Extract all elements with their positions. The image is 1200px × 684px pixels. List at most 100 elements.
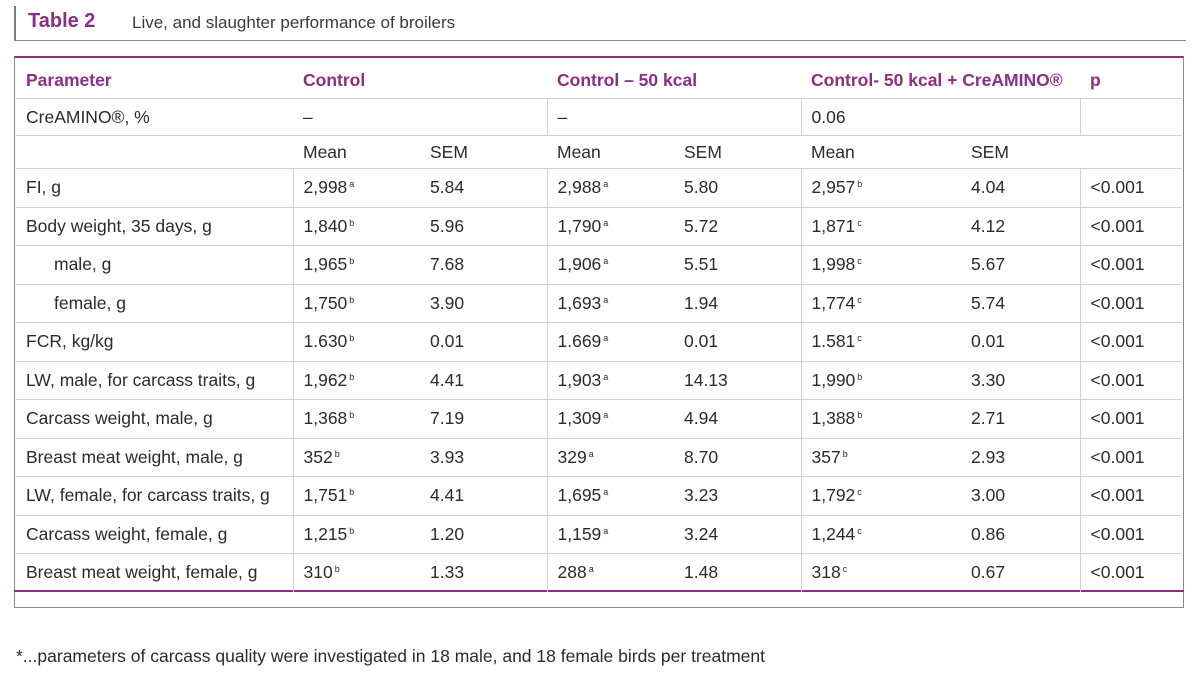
cell-sem: 5.96 [420, 206, 547, 246]
cell-sem: 7.19 [420, 399, 547, 438]
sem-value: 3.90 [430, 292, 465, 313]
significance-letter: a [603, 256, 609, 267]
cell-sem: 0.86 [961, 514, 1081, 554]
mean-value: 288 [557, 562, 587, 583]
row-label: FCR, kg/kg [16, 322, 293, 361]
header-control-50-creamino: Control- 50 kcal + CreAMINO® [811, 69, 1063, 90]
sem-value: 0.01 [971, 331, 1006, 352]
subheader-empty [1080, 136, 1182, 169]
table-row: FCR, kg/kg 1.630 b 0.01 1.669 a 0.01 1.581 c 0.01… [16, 322, 1183, 361]
cell-mean: 1,388 b [800, 399, 961, 438]
cell-mean: 2,988 a [546, 168, 674, 207]
cell-sem: 5.80 [674, 168, 801, 207]
table-row: LW, female, for carcass traits, g 1,751 b 4… [16, 476, 1183, 515]
cell-sem: 7.68 [420, 245, 547, 284]
sem-value: 4.41 [430, 369, 465, 390]
mean-value: 357 [811, 446, 841, 467]
sem-value: 7.19 [430, 408, 465, 429]
sem-value: 1.33 [430, 562, 465, 583]
cell-mean: 1.581 c [800, 322, 961, 361]
table-row: Body weight, 35 days, g 1,840 b 5.96 1,790 a 5… [16, 206, 1183, 246]
sem-value: 4.12 [971, 215, 1006, 236]
table-row: Carcass weight, female, g 1,215 b 1.20 1,159… [16, 514, 1183, 554]
cell-p-value: <0.001 [1079, 399, 1183, 438]
significance-letter: a [603, 294, 609, 305]
table-number: Table 2 [28, 10, 96, 32]
creamino-control-50-creamino: 0.06 [801, 98, 1081, 136]
sem-value: 3.23 [684, 485, 719, 506]
mean-value: 1,840 [303, 215, 348, 236]
sem-value: 4.94 [684, 408, 719, 429]
cell-sem: 0.01 [420, 322, 547, 361]
significance-letter: c [857, 487, 862, 498]
sem-value: 0.67 [971, 562, 1006, 583]
cell-mean: 1,906 a [546, 245, 674, 284]
cell-mean: 318 c [800, 553, 961, 592]
header-control-50: Control – 50 kcal [557, 69, 698, 90]
mean-value: 1,962 [303, 369, 348, 390]
cell-p-value: <0.001 [1079, 322, 1183, 361]
significance-letter: a [603, 179, 609, 190]
cell-mean: 1,774 c [800, 283, 961, 323]
significance-letter: a [603, 333, 609, 344]
significance-letter: c [857, 333, 862, 344]
row-label: Breast meat weight, male, g [16, 437, 293, 477]
cell-mean: 1,695 a [546, 476, 674, 515]
cell-sem: 1.48 [674, 553, 801, 592]
table-row: LW, male, for carcass traits, g 1,962 b 4.4… [16, 360, 1183, 400]
cell-sem: 5.67 [961, 245, 1081, 284]
mean-value: 1,990 [811, 369, 856, 390]
sem-value: 1.94 [684, 292, 719, 313]
row-label: Body weight, 35 days, g [16, 206, 293, 246]
mean-value: 318 [811, 562, 841, 583]
cell-mean: 1,159 a [546, 514, 674, 554]
cell-mean: 2,998 a [292, 168, 420, 207]
significance-letter: c [857, 256, 862, 267]
cell-mean: 1,998 c [800, 245, 961, 284]
cell-sem: 3.90 [420, 283, 547, 323]
cell-sem: 4.04 [961, 168, 1081, 207]
cell-sem: 4.41 [420, 360, 547, 400]
subheader-empty [16, 136, 293, 169]
mean-value: 1,695 [557, 485, 602, 506]
significance-letter: c [857, 217, 862, 228]
cell-sem: 3.23 [674, 476, 801, 515]
cell-mean: 1,792 c [800, 476, 961, 515]
mean-value: 2,988 [557, 177, 602, 198]
row-label: Carcass weight, female, g [16, 514, 293, 554]
significance-letter: a [603, 371, 609, 382]
cell-mean: 1,368 b [292, 399, 420, 438]
sem-value: 0.01 [430, 331, 465, 352]
table-row: Breast meat weight, male, g 352 b 3.93 329 a 8… [16, 437, 1183, 477]
row-label: Carcass weight, male, g [16, 399, 293, 438]
sem-value: 0.86 [971, 523, 1006, 544]
table-row: Carcass weight, male, g 1,368 b 7.19 1,309 a 4… [16, 399, 1183, 438]
creamino-control-50: – [547, 98, 802, 136]
mean-value: 1,906 [557, 254, 602, 275]
mean-value: 2,957 [811, 177, 856, 198]
sem-value: 7.68 [430, 254, 465, 275]
sem-value: 5.51 [684, 254, 719, 275]
mean-value: 1,368 [303, 408, 348, 429]
table-frame [14, 56, 1184, 608]
cell-p-value: <0.001 [1079, 553, 1183, 592]
mean-value: 1,792 [811, 485, 856, 506]
subheader-row: Mean SEM Mean SEM Mean SEM [16, 136, 1182, 169]
significance-letter: b [349, 333, 355, 344]
cell-sem: 2.71 [961, 399, 1081, 438]
cell-p-value: <0.001 [1079, 437, 1183, 477]
mean-value: 1,965 [303, 254, 348, 275]
cell-mean: 1,903 a [546, 360, 674, 400]
cell-sem: 3.30 [961, 360, 1081, 400]
sem-value: 8.70 [684, 446, 719, 467]
significance-letter: a [603, 410, 609, 421]
cell-mean: 329 a [546, 437, 674, 477]
mean-value: 2,998 [303, 177, 348, 198]
table-title: Live, and slaughter performance of broil… [132, 13, 456, 32]
significance-letter: a [603, 525, 609, 536]
significance-letter: b [349, 256, 355, 267]
cell-mean: 1.630 b [292, 322, 420, 361]
header-row: Parameter Control Control – 50 kcal Cont… [16, 62, 1182, 99]
cell-mean: 1,962 b [292, 360, 420, 400]
significance-letter: b [349, 294, 355, 305]
